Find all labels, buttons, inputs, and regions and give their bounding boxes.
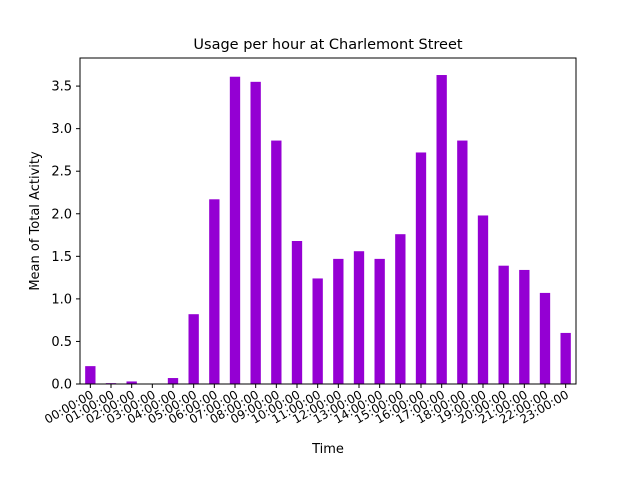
y-tick-label: 2.5: [51, 165, 72, 180]
bar: [271, 140, 282, 384]
bar: [395, 234, 406, 384]
bar: [477, 215, 489, 384]
bar: [457, 140, 468, 384]
bar: [126, 381, 137, 384]
bar: [353, 251, 365, 384]
chart-title: Usage per hour at Charlemont Street: [193, 37, 462, 53]
bar: [374, 258, 385, 384]
y-tick-label: 1.0: [51, 292, 72, 307]
bar: [539, 292, 551, 384]
bar: [291, 241, 303, 384]
bar: [436, 75, 447, 385]
bar: [229, 76, 241, 384]
y-axis-label: Mean of Total Activity: [28, 151, 43, 291]
bar: [519, 269, 530, 384]
bar: [312, 278, 323, 384]
x-axis: 00:00:0001:00:0002:00:0003:00:0004:00:00…: [42, 384, 571, 427]
y-tick-label: 0.0: [51, 378, 72, 393]
bar: [85, 366, 96, 384]
y-tick-label: 2.0: [51, 207, 72, 222]
x-axis-label: Time: [311, 442, 344, 457]
y-tick-label: 1.5: [51, 250, 72, 265]
bar: [498, 265, 509, 384]
bar: [209, 199, 220, 384]
y-tick-label: 3.5: [51, 80, 72, 95]
bar: [560, 332, 571, 384]
bar: [188, 314, 199, 384]
y-tick-label: 3.0: [51, 122, 72, 137]
bar: [333, 258, 344, 384]
bar: [167, 378, 179, 384]
bars-group: [85, 75, 571, 385]
plot-frame: [79, 57, 577, 385]
bar: [415, 152, 427, 384]
y-axis: 0.0 0.5 1.0 1.5 2.0 2.5 3.0 3.5: [51, 80, 80, 393]
y-tick-label: 0.5: [51, 335, 72, 350]
bar: [250, 81, 261, 384]
